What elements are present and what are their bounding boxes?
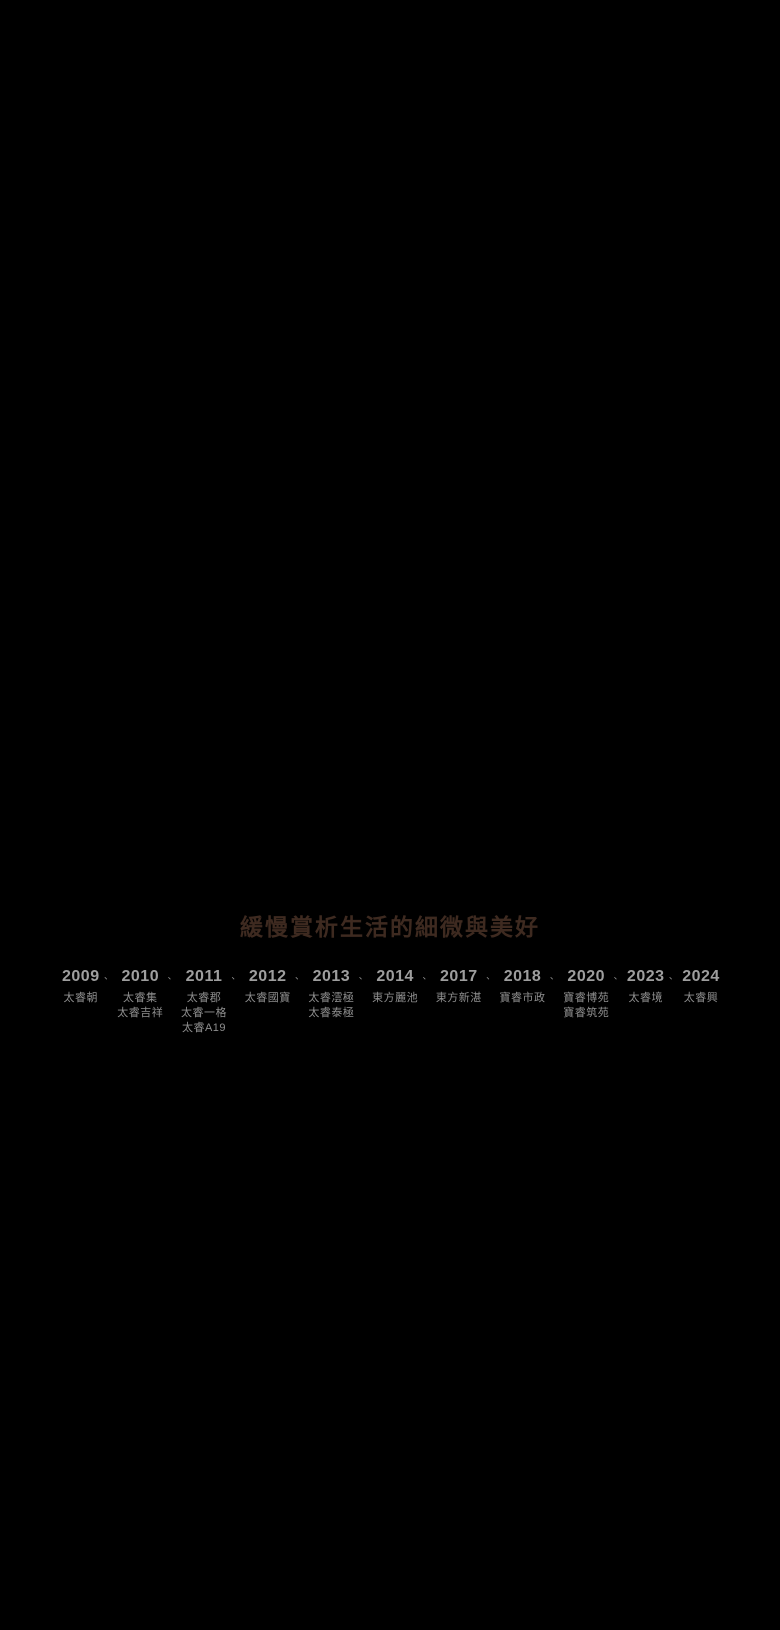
year-separator: 、	[167, 971, 177, 981]
project-list: 太睿朝	[64, 992, 99, 1005]
project-list: 太睿郡太睿一格太睿A19	[181, 992, 227, 1035]
year-separator: 、	[231, 971, 241, 981]
timeline-column: 2017 東方新湛	[436, 968, 482, 1005]
timeline-column: 2018 寶睿市政	[500, 968, 546, 1005]
project-name: 太睿吉祥	[117, 1007, 164, 1019]
project-name: 太睿泰極	[308, 1007, 355, 1019]
year-label: 2018	[503, 968, 542, 985]
project-list: 東方麗池	[372, 992, 418, 1005]
project-list: 寶睿市政	[500, 992, 546, 1005]
timeline-column: 2024 太睿興	[682, 968, 720, 1005]
year-label: 2011	[185, 968, 223, 985]
project-list: 太睿興	[684, 992, 719, 1005]
project-list: 東方新湛	[436, 992, 482, 1005]
year-label: 2020	[567, 968, 606, 985]
year-label: 2014	[376, 968, 414, 985]
timeline-column: 2013 太睿澐極太睿泰極	[308, 968, 354, 1020]
year-label: 2013	[312, 968, 351, 985]
history-timeline: 2009 太睿朝、 2010 太睿集 太睿吉祥、 2011 太睿郡 太睿一格 太睿A19、 201…	[62, 968, 720, 1035]
project-name: 寶睿博苑	[563, 992, 610, 1004]
year-separator: 、	[358, 971, 368, 981]
project-list: 寶睿博苑 寶睿筑苑	[563, 992, 609, 1020]
project-name: 太睿郡	[186, 992, 222, 1004]
year-separator: 、	[103, 971, 113, 981]
timeline-column: 2014 東方麗池	[372, 968, 418, 1005]
year-separator: 、	[613, 971, 623, 981]
project-list: 太睿境	[628, 992, 663, 1005]
project-list: 太睿集 太睿吉祥	[117, 992, 163, 1020]
project-list: 太睿澐極 太睿泰極	[308, 992, 354, 1020]
year-label: 2010	[121, 968, 160, 985]
timeline-column: 2011 太睿郡太睿一格太睿A19	[181, 968, 227, 1035]
project-name: 太睿澐極	[308, 992, 355, 1004]
timeline-column: 2023 太睿境	[627, 968, 665, 1005]
project-name: 太睿興	[683, 992, 719, 1004]
project-name: 寶睿筑苑	[563, 1007, 610, 1019]
year-separator: 、	[486, 971, 496, 981]
project-list: 太睿國寶	[245, 992, 291, 1005]
project-name: 太睿國寶	[244, 992, 291, 1004]
year-separator: 、	[668, 971, 678, 981]
project-name: 太睿A19	[181, 1022, 227, 1034]
project-name: 太睿一格	[181, 1007, 227, 1019]
project-name: 東方新湛	[435, 992, 482, 1004]
project-name: 太睿集	[123, 992, 158, 1004]
year-separator: 、	[549, 971, 559, 981]
timeline-column: 2020 寶睿博苑寶睿筑苑	[563, 968, 609, 1020]
year-label: 2023	[626, 968, 665, 985]
project-name: 太睿朝	[63, 992, 99, 1004]
timeline-column: 2012 太睿國寶	[245, 968, 291, 1005]
year-label: 2024	[682, 968, 720, 985]
timeline-column: 2009 太睿朝	[62, 968, 100, 1005]
year-label: 2017	[440, 968, 478, 985]
section-title: 緩慢賞析生活的細微與美好	[240, 914, 540, 940]
year-label: 2012	[248, 968, 287, 985]
project-name: 太睿境	[628, 992, 663, 1004]
timeline-column: 2010 太睿集太睿吉祥	[117, 968, 163, 1020]
year-separator: 、	[422, 971, 432, 981]
year-separator: 、	[295, 971, 305, 981]
project-name: 東方麗池	[372, 992, 419, 1004]
project-name: 寶睿市政	[499, 992, 546, 1004]
year-label: 2009	[62, 968, 100, 985]
